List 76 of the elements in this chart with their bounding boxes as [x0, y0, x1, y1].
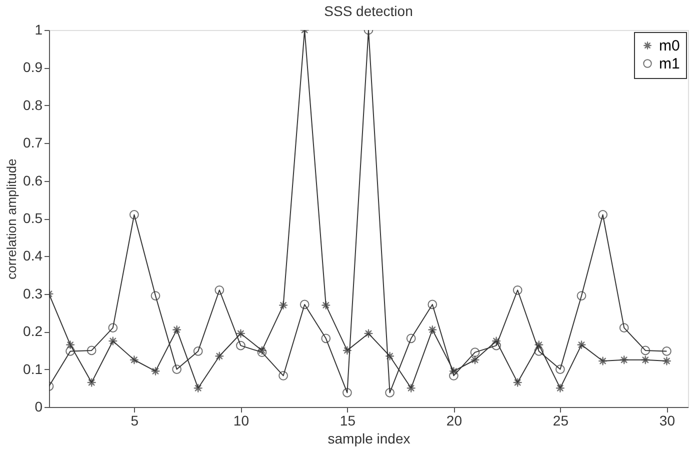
point: [619, 355, 629, 365]
point: [492, 336, 501, 346]
x-tick-label: 5: [130, 412, 139, 428]
point: [86, 346, 96, 356]
y-axis-title: correlation amplitude: [4, 158, 20, 280]
chart-title: SSS detection: [324, 3, 413, 19]
point: [406, 334, 416, 344]
y-tick-label: 0.7: [23, 134, 43, 151]
point: [385, 351, 394, 361]
x-tick-label: 30: [659, 412, 676, 428]
point: [172, 325, 182, 334]
point: [300, 300, 310, 310]
y-tick-label: 0.6: [23, 172, 43, 188]
point: [576, 291, 586, 300]
x-tick-label: 15: [340, 412, 356, 428]
point: [662, 346, 672, 356]
legend-label: m1: [659, 56, 680, 72]
point: [385, 388, 394, 398]
point: [640, 355, 650, 365]
point: [66, 340, 75, 350]
y-tick-label: 0.8: [23, 96, 43, 113]
point: [492, 340, 501, 350]
point: [278, 371, 288, 380]
point: [236, 340, 246, 350]
point: [556, 364, 565, 374]
point: [86, 378, 96, 388]
point: [406, 383, 416, 393]
point: [130, 355, 139, 365]
point: [150, 291, 160, 300]
y-tick-label: 1: [34, 22, 43, 38]
point: [598, 356, 608, 366]
x-tick-label: 20: [446, 412, 462, 428]
point: [236, 328, 246, 338]
point: [640, 346, 650, 356]
point: [150, 366, 160, 376]
y-tick-label: 0.4: [23, 248, 43, 264]
point: [321, 300, 331, 310]
point: [449, 366, 458, 376]
y-tick-label: 0.1: [23, 360, 43, 377]
point: [172, 364, 182, 374]
y-tick-label: 0.3: [23, 285, 43, 302]
point: [130, 210, 139, 220]
point: [108, 323, 118, 333]
point: [342, 388, 352, 398]
point: [449, 371, 458, 380]
point: [214, 351, 224, 361]
x-tick-label: 10: [233, 412, 250, 428]
point: [470, 355, 480, 365]
y-tick-label: 0.9: [23, 59, 43, 76]
point: [619, 323, 629, 333]
point: [662, 356, 672, 366]
point: [364, 328, 374, 338]
point: [576, 340, 586, 350]
point: [534, 346, 544, 356]
point: [66, 346, 75, 356]
point: [556, 383, 565, 393]
point: [278, 300, 288, 310]
point: [428, 325, 438, 334]
legend-label: m0: [659, 38, 680, 54]
point: [342, 346, 352, 356]
y-tick-label: 0: [34, 398, 43, 414]
point: [214, 285, 224, 295]
x-axis-title: sample index: [328, 430, 410, 446]
x-tick-label: 25: [552, 412, 569, 428]
point: [512, 378, 522, 388]
point: [512, 285, 522, 295]
point: [470, 348, 480, 358]
y-tick-label: 0.5: [23, 210, 43, 226]
y-tick-label: 0.2: [23, 323, 43, 340]
point: [193, 346, 203, 356]
point: [598, 210, 608, 220]
point: [321, 334, 331, 344]
point: [108, 336, 118, 346]
point: [193, 383, 203, 393]
point: [428, 300, 438, 310]
point: [534, 340, 544, 350]
